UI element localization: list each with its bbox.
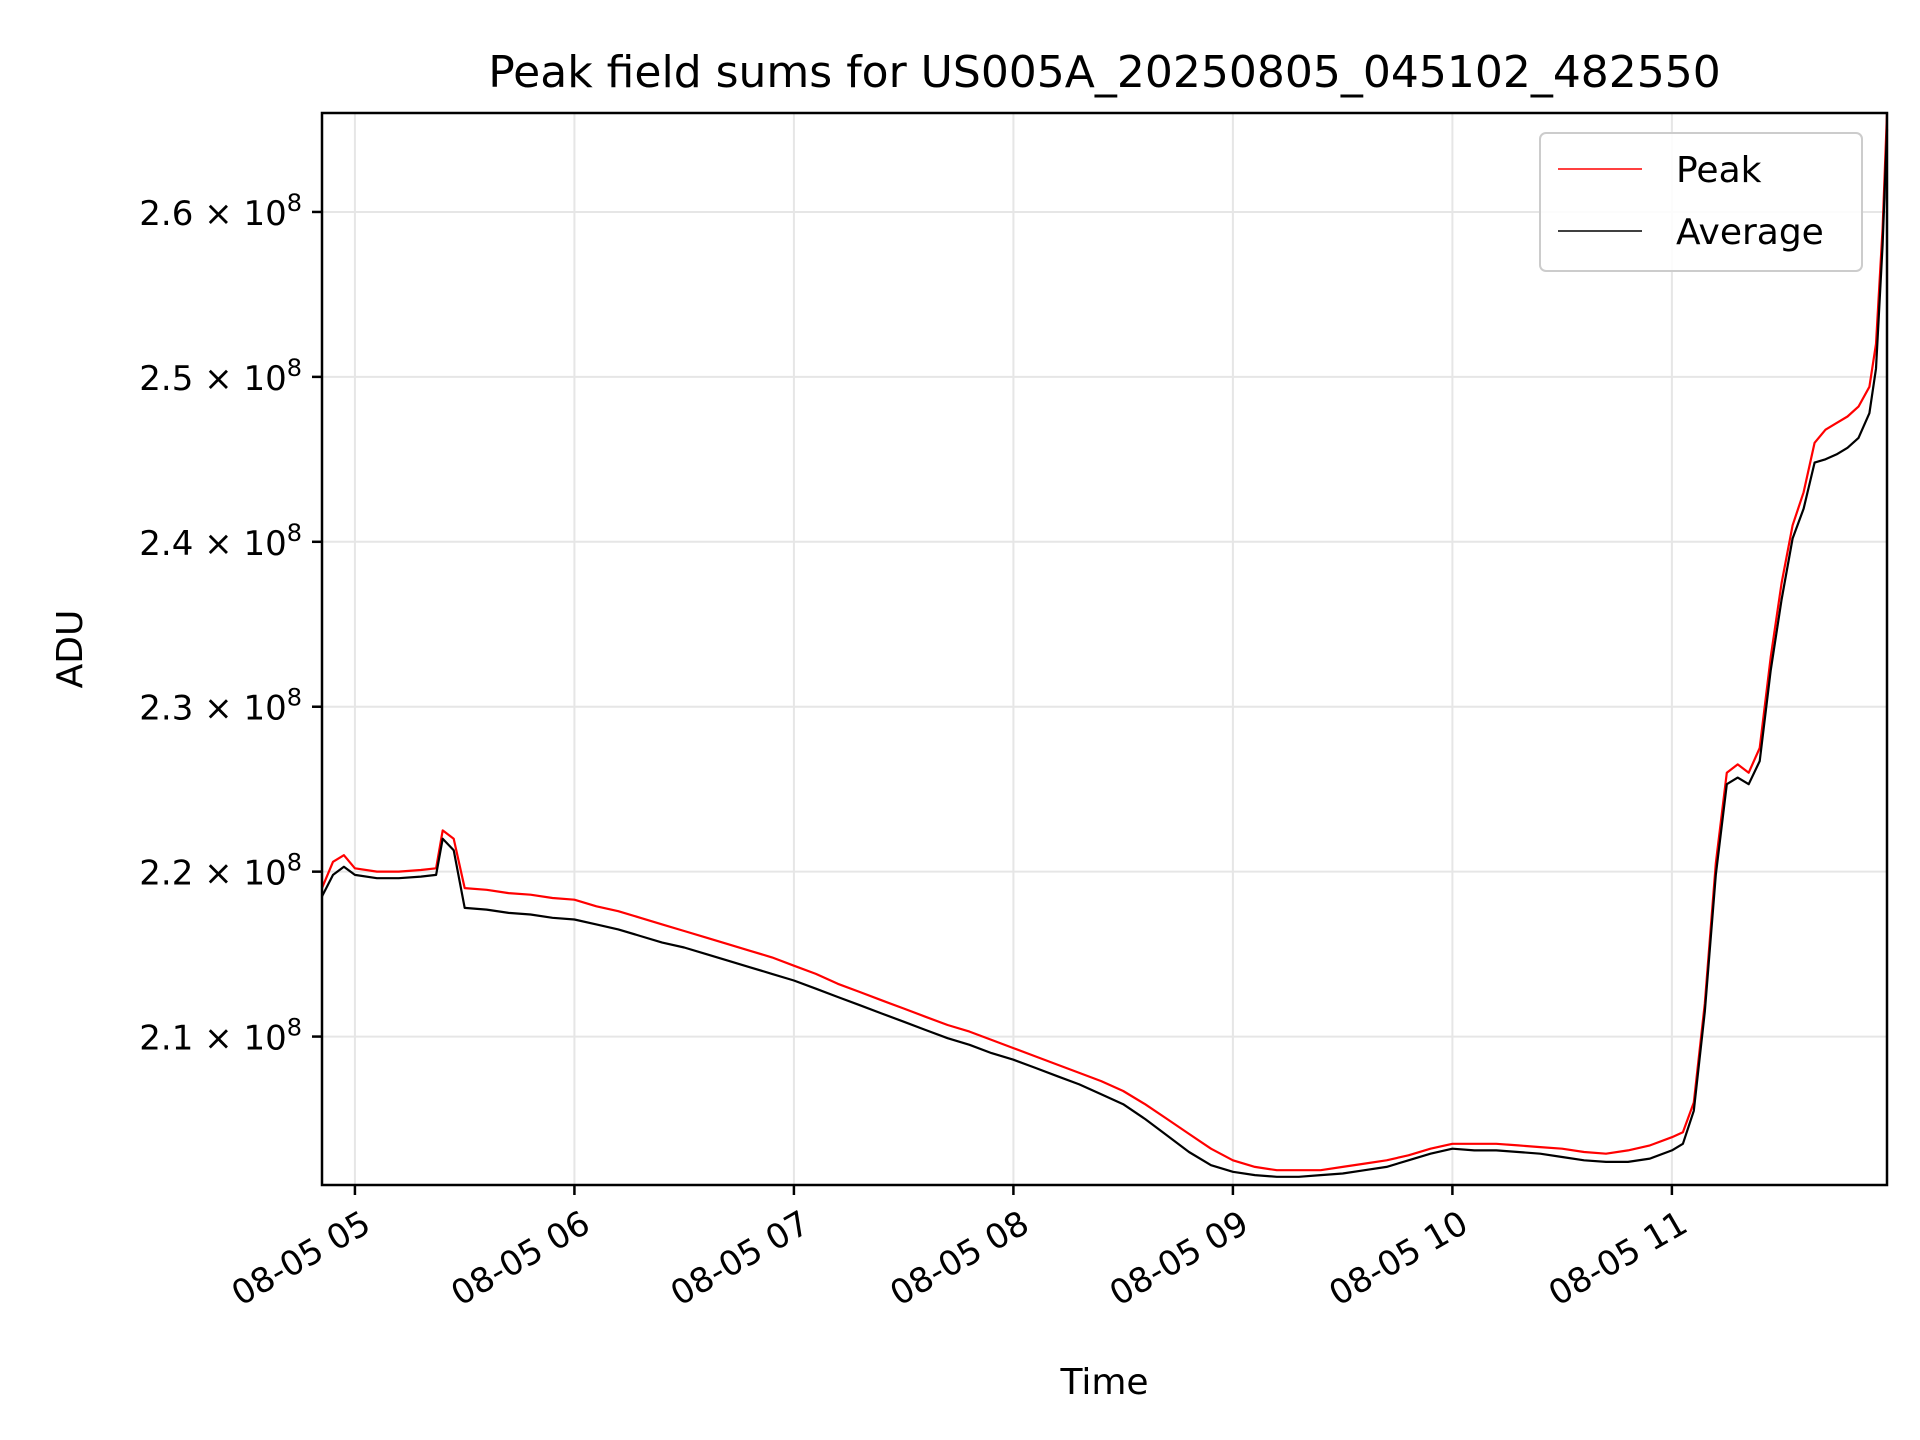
y-tick-label: 2.5 × 108 [139, 354, 302, 399]
series-layer [320, 112, 1889, 1178]
y-tick-base: 10 [243, 1019, 286, 1059]
y-tick-base: 10 [243, 194, 286, 234]
y-tick-times: × [193, 194, 243, 234]
legend-label-average: Average [1676, 212, 1824, 253]
y-tick-base: 10 [243, 359, 286, 399]
y-tick-label: 2.1 × 108 [139, 1014, 302, 1059]
y-tick-label: 2.4 × 108 [139, 519, 302, 564]
legend-label-peak: Peak [1676, 150, 1762, 191]
y-tick-label: 2.3 × 108 [139, 684, 302, 729]
y-tick-mantissa: 2.4 [139, 524, 193, 564]
grid [322, 113, 1887, 1185]
y-tick-exponent: 8 [287, 684, 302, 712]
y-tick-times: × [193, 1019, 243, 1059]
legend-box [1539, 132, 1863, 272]
legend: Peak Average [1539, 132, 1863, 272]
y-tick-mantissa: 2.3 [139, 689, 193, 729]
y-tick-times: × [193, 359, 243, 399]
y-axis-label: ADU [50, 610, 91, 689]
series-line-peak [320, 112, 1889, 1172]
y-tick-mantissa: 2.5 [139, 359, 193, 399]
y-tick-base: 10 [243, 854, 286, 894]
y-tick-times: × [193, 524, 243, 564]
y-tick-times: × [193, 689, 243, 729]
y-tick-exponent: 8 [287, 1014, 302, 1042]
y-tick-base: 10 [243, 524, 286, 564]
chart-title: Peak field sums for US005A_20250805_0451… [488, 47, 1721, 98]
y-tick-exponent: 8 [287, 354, 302, 382]
y-tick-mantissa: 2.2 [139, 854, 193, 894]
series-line-average [321, 129, 1889, 1178]
y-tick-times: × [193, 854, 243, 894]
y-tick-mantissa: 2.6 [139, 194, 193, 234]
y-tick-mantissa: 2.1 [139, 1019, 193, 1059]
x-axis-label: Time [1059, 1362, 1148, 1403]
plot-frame [320, 111, 1889, 1187]
y-tick-exponent: 8 [287, 189, 302, 217]
y-tick-exponent: 8 [287, 519, 302, 547]
y-tick-label: 2.2 × 108 [139, 849, 302, 894]
y-tick-label: 2.6 × 108 [139, 189, 302, 234]
y-tick-exponent: 8 [287, 849, 302, 877]
y-tick-base: 10 [243, 689, 286, 729]
